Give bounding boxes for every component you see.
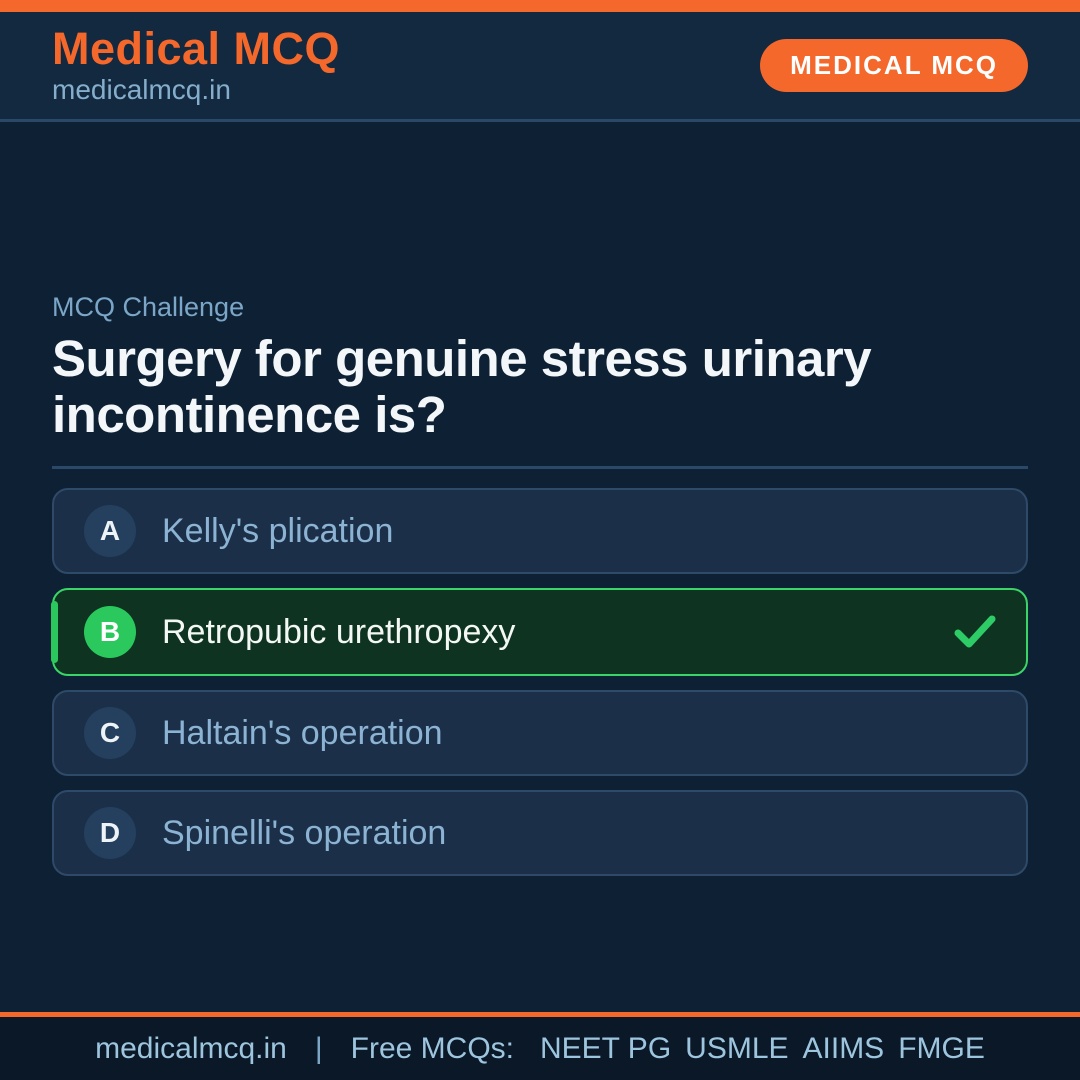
footer-exam-usmle: USMLE <box>685 1031 789 1065</box>
brand-badge: MEDICAL MCQ <box>760 39 1028 92</box>
option-c[interactable]: C Haltain's operation <box>52 690 1028 777</box>
option-c-label: Haltain's operation <box>162 713 443 752</box>
brand-block: Medical MCQ medicalmcq.in <box>52 26 340 106</box>
brand-subtitle: medicalmcq.in <box>52 73 231 105</box>
footer-accent-line <box>0 1012 1080 1017</box>
option-d-label: Spinelli's operation <box>162 813 447 852</box>
question-text: Surgery for genuine stress urinary incon… <box>52 330 872 443</box>
option-a-label: Kelly's plication <box>162 511 394 550</box>
check-icon <box>954 615 996 649</box>
header: Medical MCQ medicalmcq.in MEDICAL MCQ <box>0 12 1080 122</box>
option-b-label: Retropubic urethropexy <box>162 612 516 651</box>
option-b-letter-badge: B <box>84 606 136 659</box>
footer: medicalmcq.in | Free MCQs: NEET PG USMLE… <box>0 1012 1080 1080</box>
option-d[interactable]: D Spinelli's operation <box>52 790 1028 877</box>
footer-exam-aiims: AIIMS <box>802 1031 885 1065</box>
top-accent-bar <box>0 0 1080 12</box>
footer-bar: medicalmcq.in | Free MCQs: NEET PG USMLE… <box>0 1017 1080 1080</box>
option-a[interactable]: A Kelly's plication <box>52 488 1028 575</box>
option-d-letter-badge: D <box>84 807 136 860</box>
quiz-card: MCQ Challenge Surgery for genuine stress… <box>0 292 1080 877</box>
footer-exam-neetpg: NEET PG <box>540 1031 672 1065</box>
option-c-letter-badge: C <box>84 707 136 760</box>
question-divider <box>52 466 1028 470</box>
option-b-correct[interactable]: B Retropubic urethropexy <box>51 588 1028 677</box>
footer-separator: | <box>314 1031 323 1065</box>
footer-free-label: Free MCQs: <box>350 1031 514 1065</box>
option-a-letter-badge: A <box>84 505 136 558</box>
brand-title: Medical MCQ <box>52 22 341 74</box>
correct-accent-bar <box>51 601 58 664</box>
options-list: A Kelly's plication B Retropubic urethro… <box>51 488 1028 877</box>
footer-exam-fmge: FMGE <box>898 1031 985 1065</box>
quiz-kicker: MCQ Challenge <box>52 292 245 322</box>
footer-site: medicalmcq.in <box>95 1031 287 1065</box>
